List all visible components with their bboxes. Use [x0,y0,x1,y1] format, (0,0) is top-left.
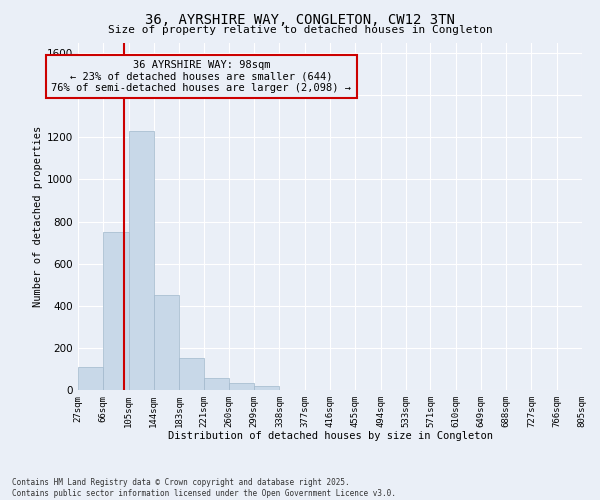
Bar [154,295,179,390]
Y-axis label: Number of detached properties: Number of detached properties [33,126,43,307]
Text: 36 AYRSHIRE WAY: 98sqm
← 23% of detached houses are smaller (644)
76% of semi-de: 36 AYRSHIRE WAY: 98sqm ← 23% of detached… [52,60,352,93]
Bar [78,367,103,390]
Bar [128,131,154,390]
Bar [254,386,280,390]
Text: Contains HM Land Registry data © Crown copyright and database right 2025.
Contai: Contains HM Land Registry data © Crown c… [12,478,396,498]
X-axis label: Distribution of detached houses by size in Congleton: Distribution of detached houses by size … [167,432,493,442]
Bar [203,378,229,390]
Bar [103,232,128,390]
Bar [179,358,205,390]
Text: Size of property relative to detached houses in Congleton: Size of property relative to detached ho… [107,25,493,35]
Bar [229,382,254,390]
Text: 36, AYRSHIRE WAY, CONGLETON, CW12 3TN: 36, AYRSHIRE WAY, CONGLETON, CW12 3TN [145,12,455,26]
